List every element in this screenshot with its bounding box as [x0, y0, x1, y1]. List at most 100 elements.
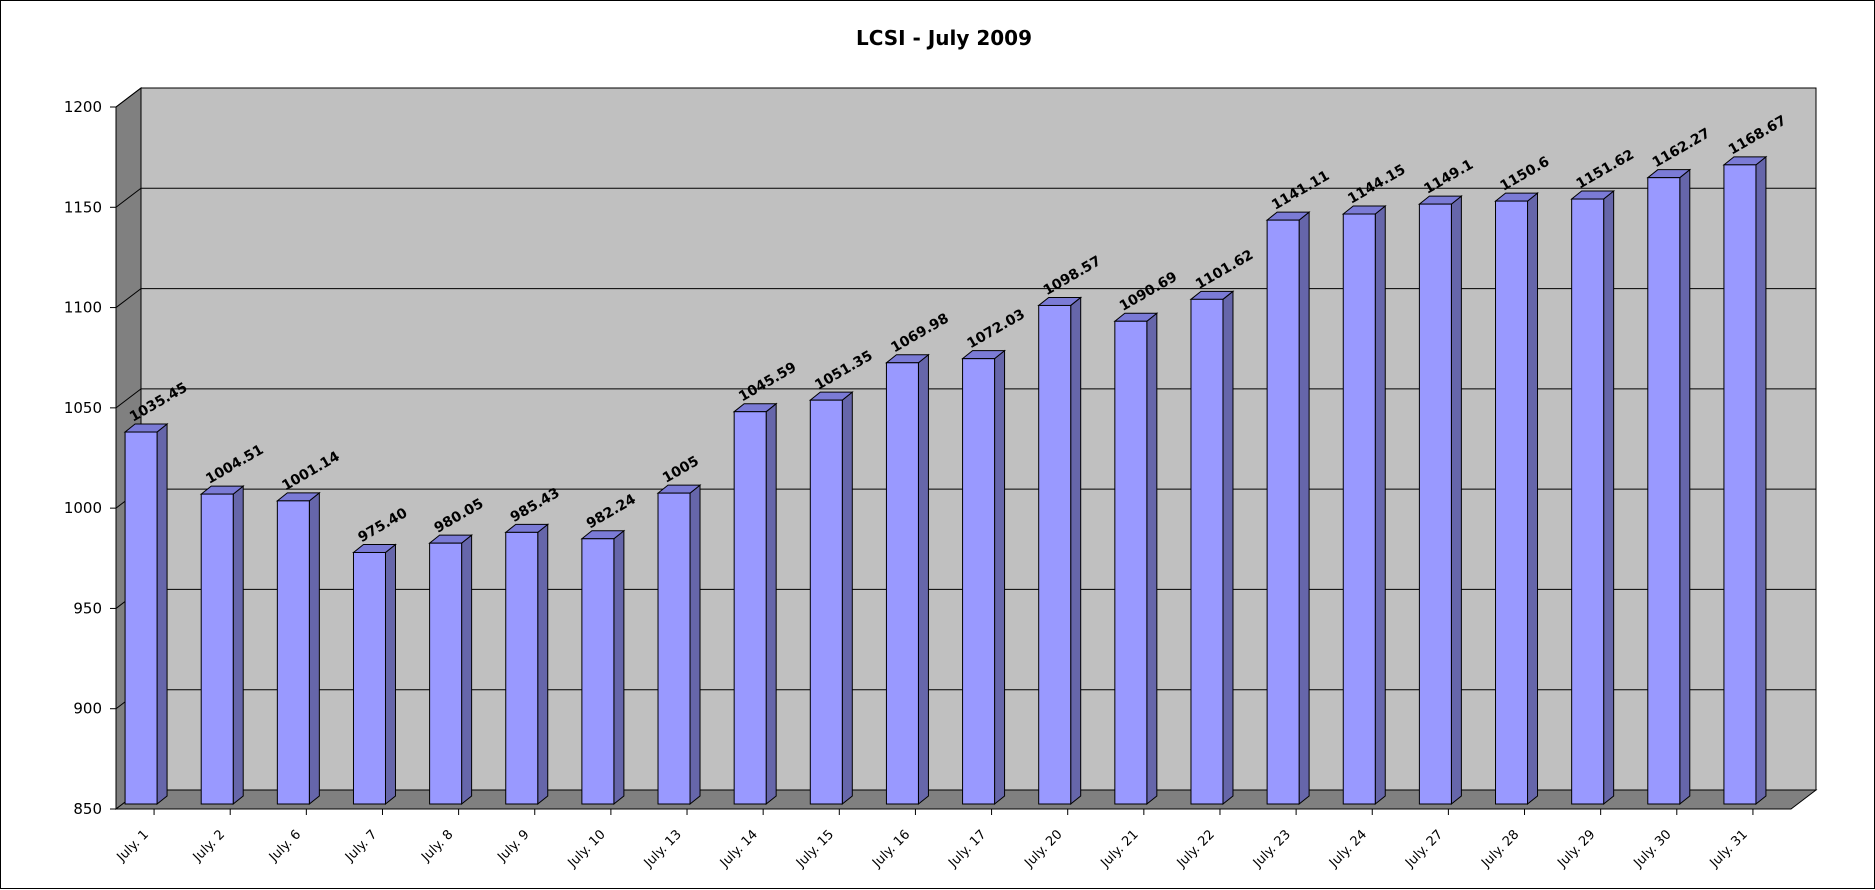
bar [1722, 155, 1768, 806]
bar-front [505, 531, 539, 805]
bar [1037, 296, 1083, 806]
x-tick-label: July. 8 [418, 827, 456, 865]
bar [732, 402, 778, 806]
bar [199, 485, 245, 806]
bar [352, 543, 397, 806]
bar-side [917, 353, 929, 806]
bar [1265, 211, 1311, 806]
bar-side [994, 349, 1006, 806]
bar-side [613, 529, 625, 806]
x-tick-label: July. 31 [1707, 827, 1751, 871]
x-tick-label: July. 24 [1326, 827, 1370, 871]
bar-front [429, 542, 463, 805]
bar-front [1114, 320, 1148, 805]
bar-side [1679, 168, 1691, 806]
bar-front [1723, 164, 1757, 805]
bar [504, 523, 550, 806]
bar [1341, 204, 1387, 806]
y-tick-label: 850 [73, 800, 102, 818]
bar-side [308, 491, 320, 806]
x-tick-label: July. 6 [266, 827, 304, 865]
y-tick-label: 1050 [64, 399, 102, 417]
bar-side [1450, 195, 1462, 806]
bar-side [537, 523, 549, 806]
x-tick-label: July. 29 [1554, 827, 1598, 871]
bar [123, 422, 169, 806]
x-tick-label: July. 17 [945, 827, 989, 871]
bar [808, 391, 854, 806]
bar-front [962, 358, 996, 805]
bar [1646, 168, 1692, 806]
y-axis: 850 900 950 1000 1050 1100 1150 1200 [64, 98, 117, 818]
bar-front [809, 399, 843, 805]
bar-front [276, 500, 310, 805]
bar [1570, 189, 1616, 806]
x-tick-label: July. 15 [793, 827, 837, 871]
bar-side [461, 534, 473, 806]
x-tick-label: July. 14 [717, 827, 761, 871]
y-tick-label: 950 [73, 599, 102, 617]
x-tick-label: July. 10 [565, 827, 609, 871]
x-tick-label: July. 28 [1478, 827, 1522, 871]
bar-side [1298, 211, 1310, 806]
x-tick-label: July. 27 [1402, 827, 1446, 871]
bar-front [1190, 298, 1224, 805]
bar [885, 353, 930, 806]
x-tick-label: July. 22 [1174, 827, 1218, 871]
bar [1189, 290, 1235, 806]
bar [275, 491, 321, 806]
bar-side [1603, 189, 1615, 806]
x-tick-label: July. 1 [114, 827, 152, 865]
bar-front [1418, 203, 1452, 805]
y-tick-label: 1100 [64, 299, 102, 317]
bar-front [1647, 177, 1681, 805]
bar [961, 349, 1006, 806]
bar-front [657, 492, 691, 805]
bar-side [232, 485, 244, 806]
x-tick-label: July. 20 [1021, 827, 1065, 871]
bar-front [1571, 198, 1605, 805]
y-tick-label: 900 [73, 700, 102, 718]
gridline [115, 388, 1816, 409]
x-tick-label: July. 16 [869, 827, 913, 871]
x-tick-label: July. 21 [1098, 827, 1142, 871]
y-tick-label: 1000 [64, 499, 102, 517]
x-tick-label: July. 23 [1250, 827, 1294, 871]
bar-front [885, 362, 919, 805]
bar [1113, 312, 1159, 806]
y-tick-label: 1150 [64, 198, 102, 216]
bar-side [1070, 296, 1082, 806]
x-tick-label: July. 30 [1631, 827, 1675, 871]
bar-side [1755, 155, 1767, 806]
bar [428, 534, 474, 806]
bar-side [1146, 312, 1158, 806]
bar [1494, 192, 1539, 806]
gridline [115, 187, 1816, 208]
bar-side [1222, 290, 1234, 806]
bar-front [200, 493, 234, 805]
y-tick-label: 1200 [64, 98, 102, 116]
x-tick-label: July. 13 [641, 827, 685, 871]
x-tick-label: July. 9 [494, 827, 532, 865]
bar [580, 529, 626, 806]
bar-front [1266, 219, 1300, 805]
gridline [115, 288, 1816, 308]
chart-title: LCSI - July 2009 [856, 26, 1032, 50]
bar-side [1374, 204, 1386, 806]
gridline [115, 87, 1816, 108]
x-axis: July. 1 July. 2 July. 6 July. 7 July. 8 July.… [114, 808, 1791, 871]
bar-front [1342, 213, 1376, 805]
bar-side [765, 402, 777, 806]
bar-side [689, 484, 701, 806]
bar-front [733, 411, 767, 805]
bar-front [352, 551, 386, 805]
bar-side [1527, 192, 1539, 806]
bar-side [841, 391, 853, 806]
bar-front [581, 538, 615, 805]
x-tick-label: July. 7 [342, 827, 380, 865]
bar [656, 484, 702, 806]
bar-front [1495, 200, 1529, 805]
bar-front [1038, 304, 1072, 805]
